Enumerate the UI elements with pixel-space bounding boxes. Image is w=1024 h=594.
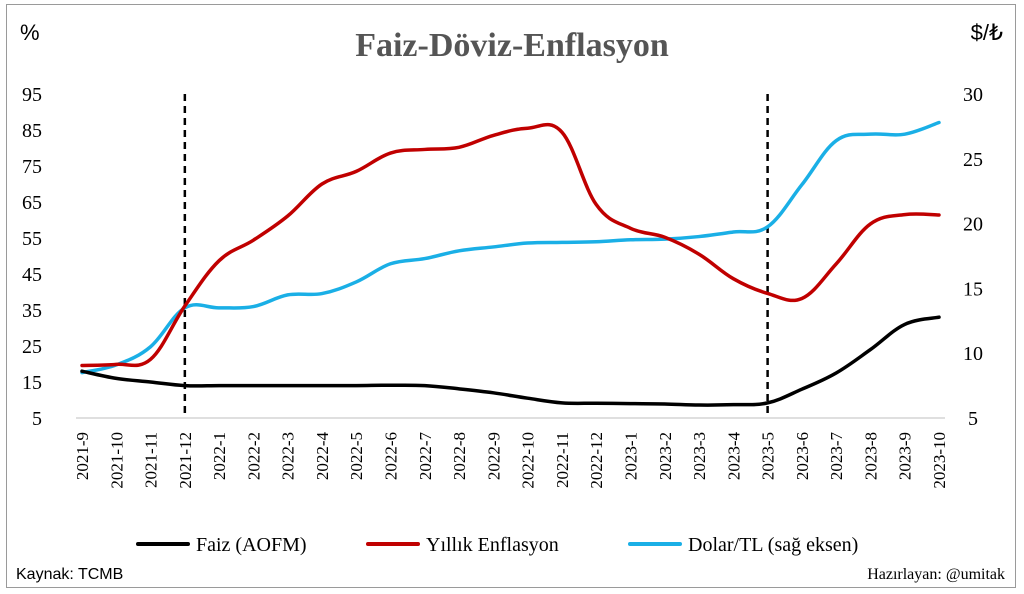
- right-tick-label: 20: [963, 214, 983, 236]
- legend-label: Dolar/TL (sağ eksen): [688, 534, 858, 556]
- chart-title: Faiz-Döviz-Enflasyon: [355, 27, 669, 64]
- x-tick-label: 2022-1: [210, 432, 229, 480]
- chart-frame: [6, 4, 1016, 588]
- left-tick-label: 25: [22, 336, 42, 358]
- x-tick-label: 2021-11: [142, 432, 161, 488]
- x-tick-label: 2022-8: [450, 432, 469, 480]
- left-axis-unit: %: [20, 20, 40, 45]
- right-tick-label: 30: [963, 84, 983, 106]
- left-tick-label: 5: [32, 408, 42, 430]
- x-tick-label: 2022-6: [382, 432, 401, 480]
- x-tick-label: 2023-8: [861, 432, 880, 480]
- x-tick-label: 2022-3: [279, 432, 298, 480]
- x-tick-label: 2023-1: [621, 432, 640, 480]
- x-tick-label: 2023-5: [759, 432, 778, 480]
- right-tick-label: 25: [963, 149, 983, 171]
- left-tick-label: 15: [22, 372, 42, 394]
- x-tick-label: 2022-10: [519, 432, 538, 489]
- x-tick-label: 2023-10: [930, 432, 949, 489]
- x-tick-label: 2022-5: [347, 432, 366, 480]
- plot-area: 5 15 25 35 45 55 65 75 85 95 5 10 15 20 25 30 2021-9 2021…: [22, 84, 983, 489]
- source-note: Kaynak: TCMB: [16, 566, 123, 583]
- legend: Faiz (AOFM) Yıllık Enflasyon Dolar/TL (sağ…: [136, 534, 858, 556]
- right-tick-label: 15: [963, 278, 983, 300]
- author-note: Hazırlayan: @umitak: [867, 566, 1005, 583]
- x-tick-label: 2023-7: [827, 432, 846, 481]
- left-tick-label: 85: [22, 120, 42, 142]
- x-tick-label: 2022-9: [484, 432, 503, 480]
- x-tick-label: 2022-12: [587, 432, 606, 489]
- legend-label: Yıllık Enflasyon: [426, 534, 559, 556]
- right-tick-label: 5: [968, 408, 978, 430]
- right-tick-label: 10: [963, 343, 983, 365]
- series-line-2: [80, 120, 941, 375]
- x-tick-label: 2022-2: [244, 432, 263, 480]
- x-tick-label: 2023-6: [793, 432, 812, 480]
- x-tick-label: 2021-12: [176, 432, 195, 489]
- x-tick-label: 2021-10: [107, 432, 126, 489]
- left-tick-label: 65: [22, 192, 42, 214]
- x-tick-label: 2023-4: [724, 432, 743, 481]
- left-tick-label: 95: [22, 84, 42, 106]
- left-tick-label: 75: [22, 156, 42, 178]
- x-tick-label: 2022-11: [553, 432, 572, 488]
- left-tick-label: 55: [22, 228, 42, 250]
- x-tick-label: 2021-9: [73, 432, 92, 480]
- legend-label: Faiz (AOFM): [196, 534, 307, 556]
- x-tick-label: 2022-4: [313, 432, 332, 481]
- series-line-1: [80, 122, 941, 368]
- left-tick-label: 35: [22, 300, 42, 322]
- left-tick-label: 45: [22, 264, 42, 286]
- x-tick-label: 2023-3: [690, 432, 709, 480]
- x-tick-label: 2023-9: [896, 432, 915, 480]
- right-axis-unit: $/₺: [971, 20, 1003, 45]
- x-tick-label: 2023-2: [656, 432, 675, 480]
- series-line-0: [80, 315, 941, 407]
- x-tick-label: 2022-7: [416, 432, 435, 481]
